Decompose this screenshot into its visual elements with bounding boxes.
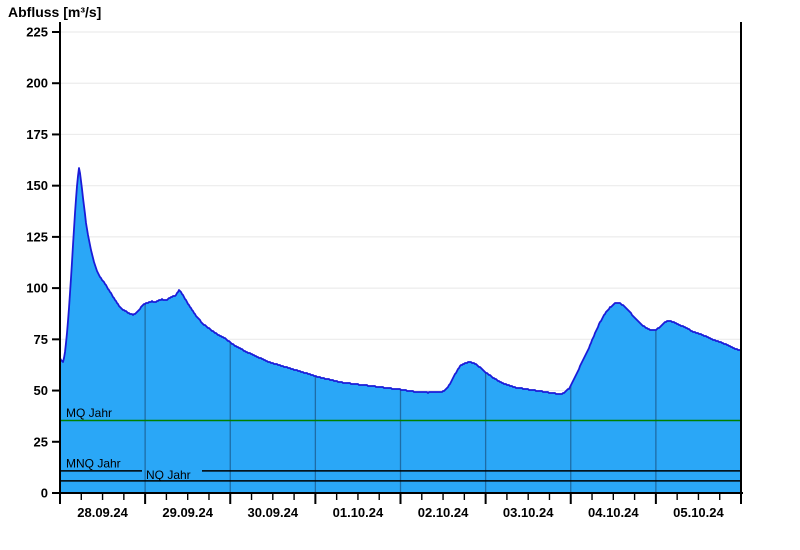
y-axis-ticks bbox=[52, 31, 60, 494]
discharge-curve bbox=[59, 167, 742, 395]
y-tick-label: 50 bbox=[34, 383, 48, 398]
y-tick-label: 150 bbox=[26, 178, 48, 193]
y-tick-label: 75 bbox=[34, 332, 48, 347]
x-axis-labels: 28.09.24 29.09.24 30.09.24 01.10.24 02.10.24… bbox=[77, 505, 724, 520]
nq-label: NQ Jahr bbox=[146, 468, 191, 482]
mq-label: MQ Jahr bbox=[66, 406, 112, 420]
y-tick-label: 225 bbox=[26, 25, 48, 40]
x-date-label: 30.09.24 bbox=[248, 505, 299, 520]
y-tick-label: 200 bbox=[26, 76, 48, 91]
mnq-label: MNQ Jahr bbox=[66, 456, 121, 470]
x-date-label: 03.10.24 bbox=[503, 505, 554, 520]
x-date-label: 28.09.24 bbox=[77, 505, 128, 520]
y-tick-label: 100 bbox=[26, 281, 48, 296]
x-date-label: 05.10.24 bbox=[673, 505, 724, 520]
y-tick-label: 0 bbox=[41, 486, 48, 501]
x-date-label: 04.10.24 bbox=[588, 505, 639, 520]
x-axis-ticks bbox=[59, 494, 742, 504]
axes bbox=[58, 22, 743, 494]
reference-line-labels: MQ Jahr MNQ Jahr NQ Jahr bbox=[66, 406, 191, 482]
y-axis-labels: 0 25 50 75 100 125 150 175 200 225 bbox=[26, 25, 48, 501]
x-date-label: 02.10.24 bbox=[418, 505, 469, 520]
y-tick-label: 175 bbox=[26, 127, 48, 142]
x-date-label: 29.09.24 bbox=[162, 505, 213, 520]
reference-lines bbox=[60, 419, 741, 482]
chart-title: Abfluss [m³/s] bbox=[8, 4, 101, 20]
x-date-label: 01.10.24 bbox=[333, 505, 384, 520]
y-tick-label: 125 bbox=[26, 229, 48, 244]
y-tick-label: 25 bbox=[34, 434, 48, 449]
